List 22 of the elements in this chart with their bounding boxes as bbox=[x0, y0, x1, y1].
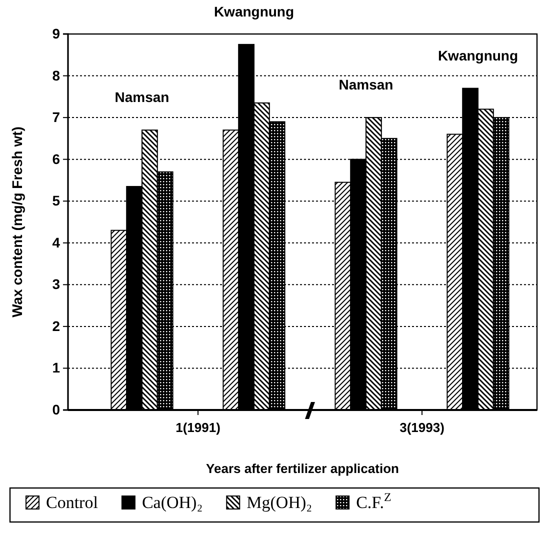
y-tick-label: 8 bbox=[52, 67, 60, 84]
y-tick-label: 3 bbox=[52, 276, 60, 292]
legend-label: C.F.$^{Z}$ bbox=[356, 490, 392, 512]
y-tick-label: 7 bbox=[52, 109, 60, 126]
y-tick-label: 4 bbox=[52, 234, 60, 250]
y-tick-label: 6 bbox=[52, 150, 60, 167]
text: Kwangnung bbox=[214, 3, 294, 20]
y-axis-title: Wax content (mg/g Fresh wt) bbox=[9, 126, 25, 318]
legend-label: Ca(OH)₂ bbox=[142, 493, 203, 512]
y-tick-label: 2 bbox=[52, 318, 60, 334]
annotation: Kwangnung bbox=[438, 47, 518, 64]
text: 1(1991) bbox=[176, 420, 220, 435]
text: 3(1993) bbox=[400, 420, 444, 435]
x-axis-title: Years after fertilizer application bbox=[206, 461, 400, 476]
annotation: Namsan bbox=[338, 76, 394, 93]
legend-label: Control bbox=[46, 493, 98, 512]
y-tick-label: 1 bbox=[52, 360, 60, 376]
y-tick-label: 0 bbox=[52, 401, 60, 418]
y-tick-label: 9 bbox=[52, 25, 60, 42]
legend-label: Mg(OH)₂ bbox=[246, 493, 312, 512]
y-tick-label: 5 bbox=[52, 192, 60, 209]
annotation: Namsan bbox=[114, 89, 170, 106]
